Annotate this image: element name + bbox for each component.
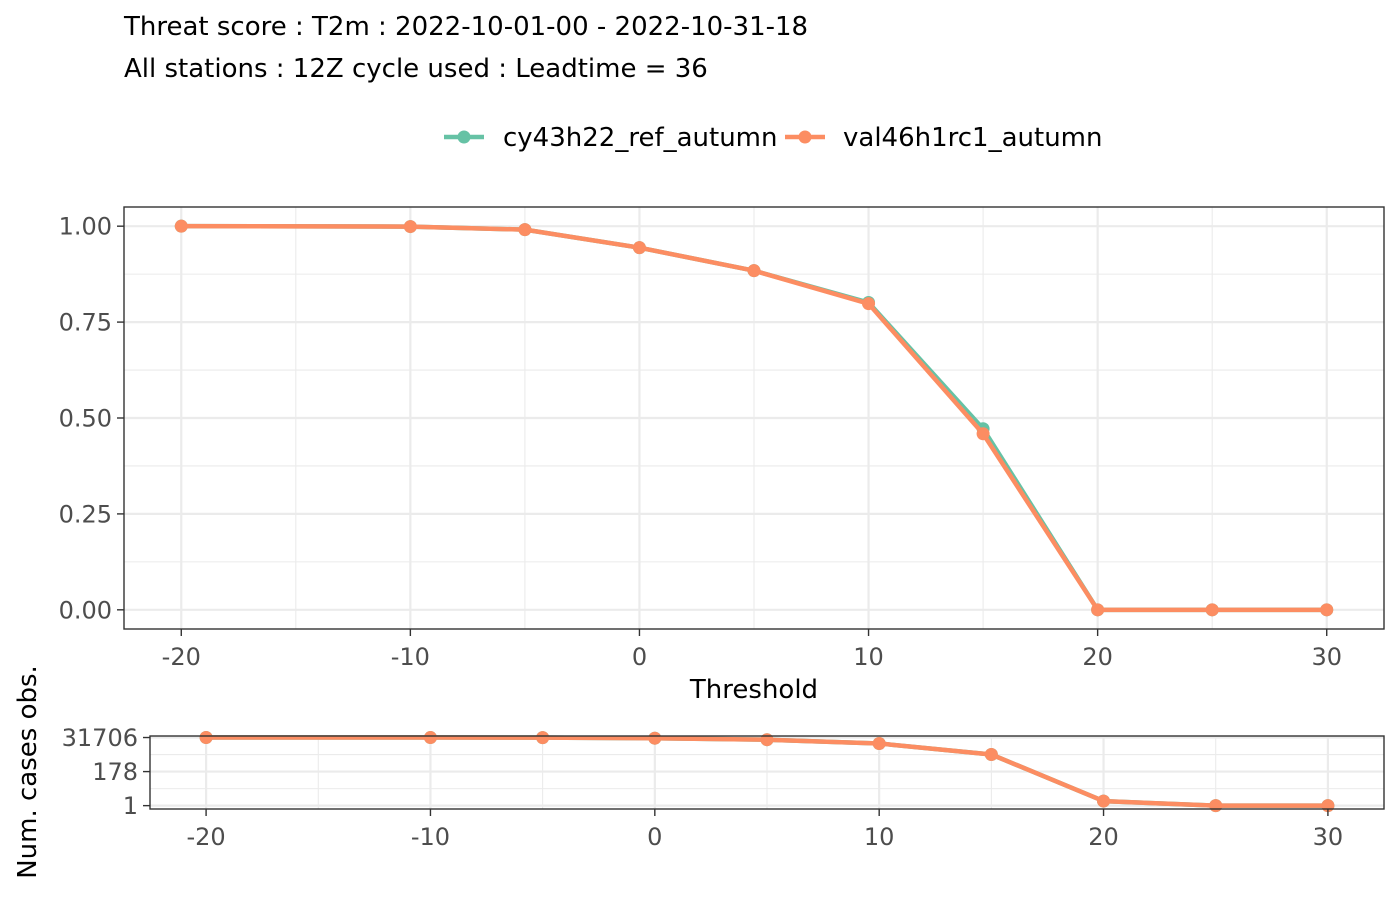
y-tick-label: 1 — [123, 792, 138, 820]
data-point — [862, 297, 876, 311]
y-tick-label: 0.25 — [59, 500, 112, 528]
y-tick-label: 0.50 — [59, 405, 112, 433]
y-axis: 1 178 31706 — [62, 724, 150, 820]
data-point — [648, 731, 662, 745]
data-point — [747, 264, 761, 278]
data-point — [536, 731, 550, 745]
data-point — [976, 427, 990, 441]
x-tick-label: 20 — [1082, 643, 1113, 671]
chart-subtitle: All stations : 12Z cycle used : Leadtime… — [124, 54, 708, 84]
data-point — [1091, 603, 1105, 617]
y-tick-label: 0.00 — [59, 596, 112, 624]
legend-key-point — [798, 130, 812, 144]
x-tick-label: -10 — [411, 823, 450, 851]
data-point — [174, 219, 188, 233]
y-tick-label: 1.00 — [59, 213, 112, 241]
data-point — [1320, 603, 1334, 617]
series-line — [206, 735, 1328, 808]
series-val46h1rc1-autumn — [174, 219, 1334, 617]
series-line — [181, 223, 1327, 613]
legend: cy43h22_ref_autumn val46h1rc1_autumn — [444, 123, 1103, 153]
data-point — [518, 223, 532, 237]
y-tick-label: 178 — [92, 758, 138, 786]
chart-title: Threat score : T2m : 2022-10-01-00 - 202… — [123, 12, 808, 42]
y-axis-title: Num. cases obs. — [13, 665, 43, 879]
legend-item-val46h1rc1-autumn: val46h1rc1_autumn — [785, 123, 1103, 153]
data-point — [632, 241, 646, 255]
x-tick-label: 10 — [864, 823, 895, 851]
y-tick-label: 31706 — [62, 724, 138, 752]
series-group — [174, 219, 1334, 617]
x-tick-label: 20 — [1088, 823, 1119, 851]
x-tick-label: 0 — [647, 823, 662, 851]
legend-label: cy43h22_ref_autumn — [503, 123, 778, 153]
panel-border — [149, 735, 1385, 810]
grid — [124, 207, 1384, 629]
data-point — [984, 747, 998, 761]
x-tick-label: 10 — [853, 643, 884, 671]
data-point — [1205, 603, 1219, 617]
data-point — [872, 736, 886, 750]
x-axis: -20 -10 0 10 20 30 — [162, 629, 1342, 671]
y-axis: 0.00 0.25 0.50 0.75 1.00 — [59, 213, 124, 624]
x-tick-label: -10 — [391, 643, 430, 671]
x-tick-label: 0 — [632, 643, 647, 671]
x-tick-label: 30 — [1311, 643, 1342, 671]
data-point — [199, 731, 213, 745]
count-panel: -20 -10 0 10 20 30 1 178 31706 Num. cases obs. — [13, 665, 1385, 879]
x-tick-label: 30 — [1313, 823, 1344, 851]
data-point — [403, 220, 417, 234]
x-axis-title: Threshold — [689, 675, 818, 705]
x-tick-label: -20 — [162, 643, 201, 671]
x-tick-label: -20 — [186, 823, 225, 851]
x-axis: -20 -10 0 10 20 30 — [186, 809, 1343, 851]
legend-label: val46h1rc1_autumn — [843, 123, 1103, 153]
legend-key-point — [457, 130, 471, 144]
data-point — [1209, 799, 1223, 813]
data-point — [423, 731, 437, 745]
main-panel: -20 -10 0 10 20 30 0.00 0.25 0.50 0.75 1.00 Thresho… — [59, 206, 1385, 705]
data-point — [760, 733, 774, 747]
y-tick-label: 0.75 — [59, 309, 112, 337]
data-point — [1097, 794, 1111, 808]
legend-item-cy43h22-ref-autumn: cy43h22_ref_autumn — [444, 123, 778, 153]
grid — [150, 736, 1384, 809]
